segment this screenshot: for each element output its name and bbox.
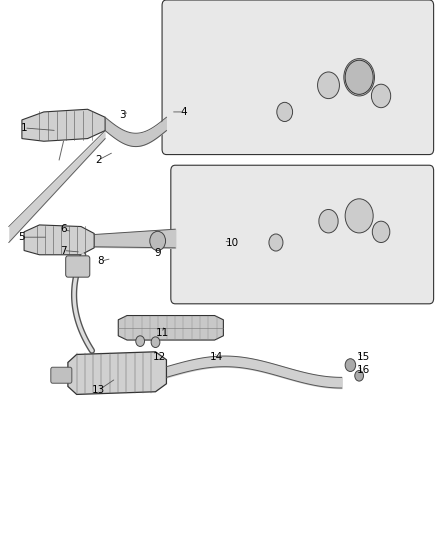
Text: 12: 12 (153, 352, 166, 362)
Polygon shape (22, 109, 105, 141)
Polygon shape (118, 316, 223, 340)
Circle shape (269, 234, 283, 251)
Polygon shape (24, 225, 94, 255)
Circle shape (344, 59, 374, 96)
FancyBboxPatch shape (162, 0, 434, 155)
Circle shape (355, 370, 364, 381)
Circle shape (136, 336, 145, 346)
Circle shape (371, 84, 391, 108)
Circle shape (345, 359, 356, 372)
Text: 8: 8 (97, 256, 104, 266)
Text: 4: 4 (180, 107, 187, 117)
Circle shape (150, 231, 166, 251)
Text: 16: 16 (357, 366, 370, 375)
Circle shape (151, 337, 160, 348)
Text: 7: 7 (60, 246, 67, 255)
Text: 11: 11 (155, 328, 169, 338)
Polygon shape (68, 352, 166, 394)
Text: 2: 2 (95, 155, 102, 165)
FancyBboxPatch shape (171, 165, 434, 304)
Circle shape (277, 102, 293, 122)
Circle shape (345, 199, 373, 233)
Text: 9: 9 (154, 248, 161, 258)
Circle shape (319, 209, 338, 233)
Text: 5: 5 (18, 232, 25, 242)
Text: 14: 14 (210, 352, 223, 362)
FancyBboxPatch shape (51, 367, 72, 383)
Text: 1: 1 (21, 123, 28, 133)
Text: 15: 15 (357, 352, 370, 362)
Circle shape (318, 72, 339, 99)
Text: 13: 13 (92, 385, 105, 395)
FancyBboxPatch shape (66, 256, 90, 277)
Text: 10: 10 (226, 238, 239, 247)
Text: 3: 3 (119, 110, 126, 119)
Circle shape (372, 221, 390, 243)
Circle shape (345, 60, 373, 94)
Text: 6: 6 (60, 224, 67, 234)
